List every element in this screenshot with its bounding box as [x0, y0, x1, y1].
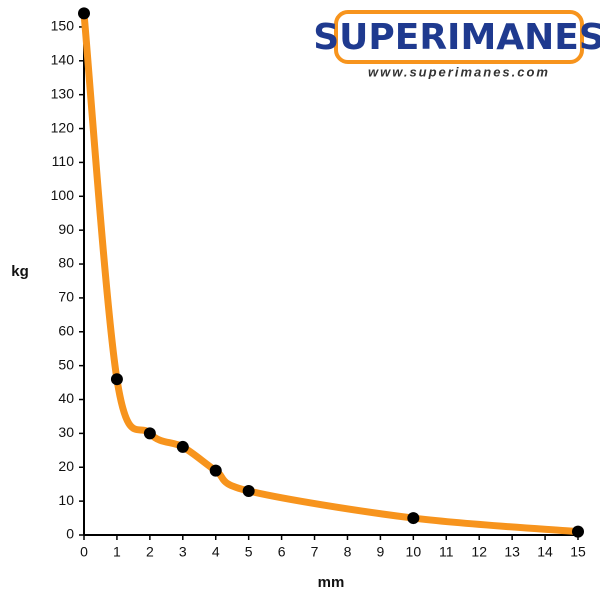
x-tick-label: 3: [179, 544, 187, 560]
y-tick-label: 90: [58, 221, 74, 237]
x-tick-label: 6: [278, 544, 286, 560]
x-tick-label: 1: [113, 544, 121, 560]
x-axis-title: mm: [318, 574, 345, 591]
y-tick-label: 50: [58, 356, 74, 372]
y-tick-label: 60: [58, 322, 74, 338]
x-tick-label: 8: [344, 544, 352, 560]
logo-url: www.superimanes.com: [368, 64, 550, 79]
data-point: [110, 373, 123, 386]
x-tick-label: 9: [377, 544, 385, 560]
data-point: [78, 7, 90, 20]
y-tick-label: 10: [58, 492, 74, 508]
x-tick-label: 14: [537, 544, 553, 560]
x-tick-label: 11: [439, 544, 454, 560]
x-tick-label: 0: [80, 544, 88, 560]
logo-frame: [334, 10, 584, 64]
y-tick-label: 40: [58, 390, 74, 406]
x-tick-label: 10: [406, 544, 422, 560]
y-tick-label: 0: [66, 526, 74, 542]
y-axis-title: kg: [11, 263, 29, 280]
data-point: [209, 464, 222, 477]
y-tick-label: 130: [51, 85, 75, 101]
y-tick-label: 100: [51, 187, 75, 203]
y-tick-label: 80: [58, 255, 74, 271]
y-tick-label: 140: [51, 52, 75, 68]
y-tick-label: 70: [58, 289, 74, 305]
x-tick-label: 15: [570, 544, 586, 560]
data-point: [572, 525, 584, 538]
logo-title: SUPERIMANES: [313, 17, 600, 58]
y-tick-label: 150: [51, 18, 75, 34]
x-tick-label: 5: [245, 544, 253, 560]
data-line: [80, 9, 582, 536]
y-tick-label: 30: [58, 424, 74, 440]
data-point: [407, 512, 420, 525]
data-point: [143, 427, 156, 440]
x-tick-label: 12: [471, 544, 487, 560]
x-tick-label: 7: [311, 544, 319, 560]
x-tick-label: 13: [504, 544, 520, 560]
y-tick-label: 120: [51, 119, 75, 135]
data-point: [242, 484, 255, 497]
x-tick-label: 2: [146, 544, 154, 560]
y-tick-label: 20: [58, 458, 74, 474]
data-point: [176, 440, 189, 453]
y-tick-label: 110: [52, 153, 75, 169]
x-tick-label: 4: [212, 544, 220, 560]
